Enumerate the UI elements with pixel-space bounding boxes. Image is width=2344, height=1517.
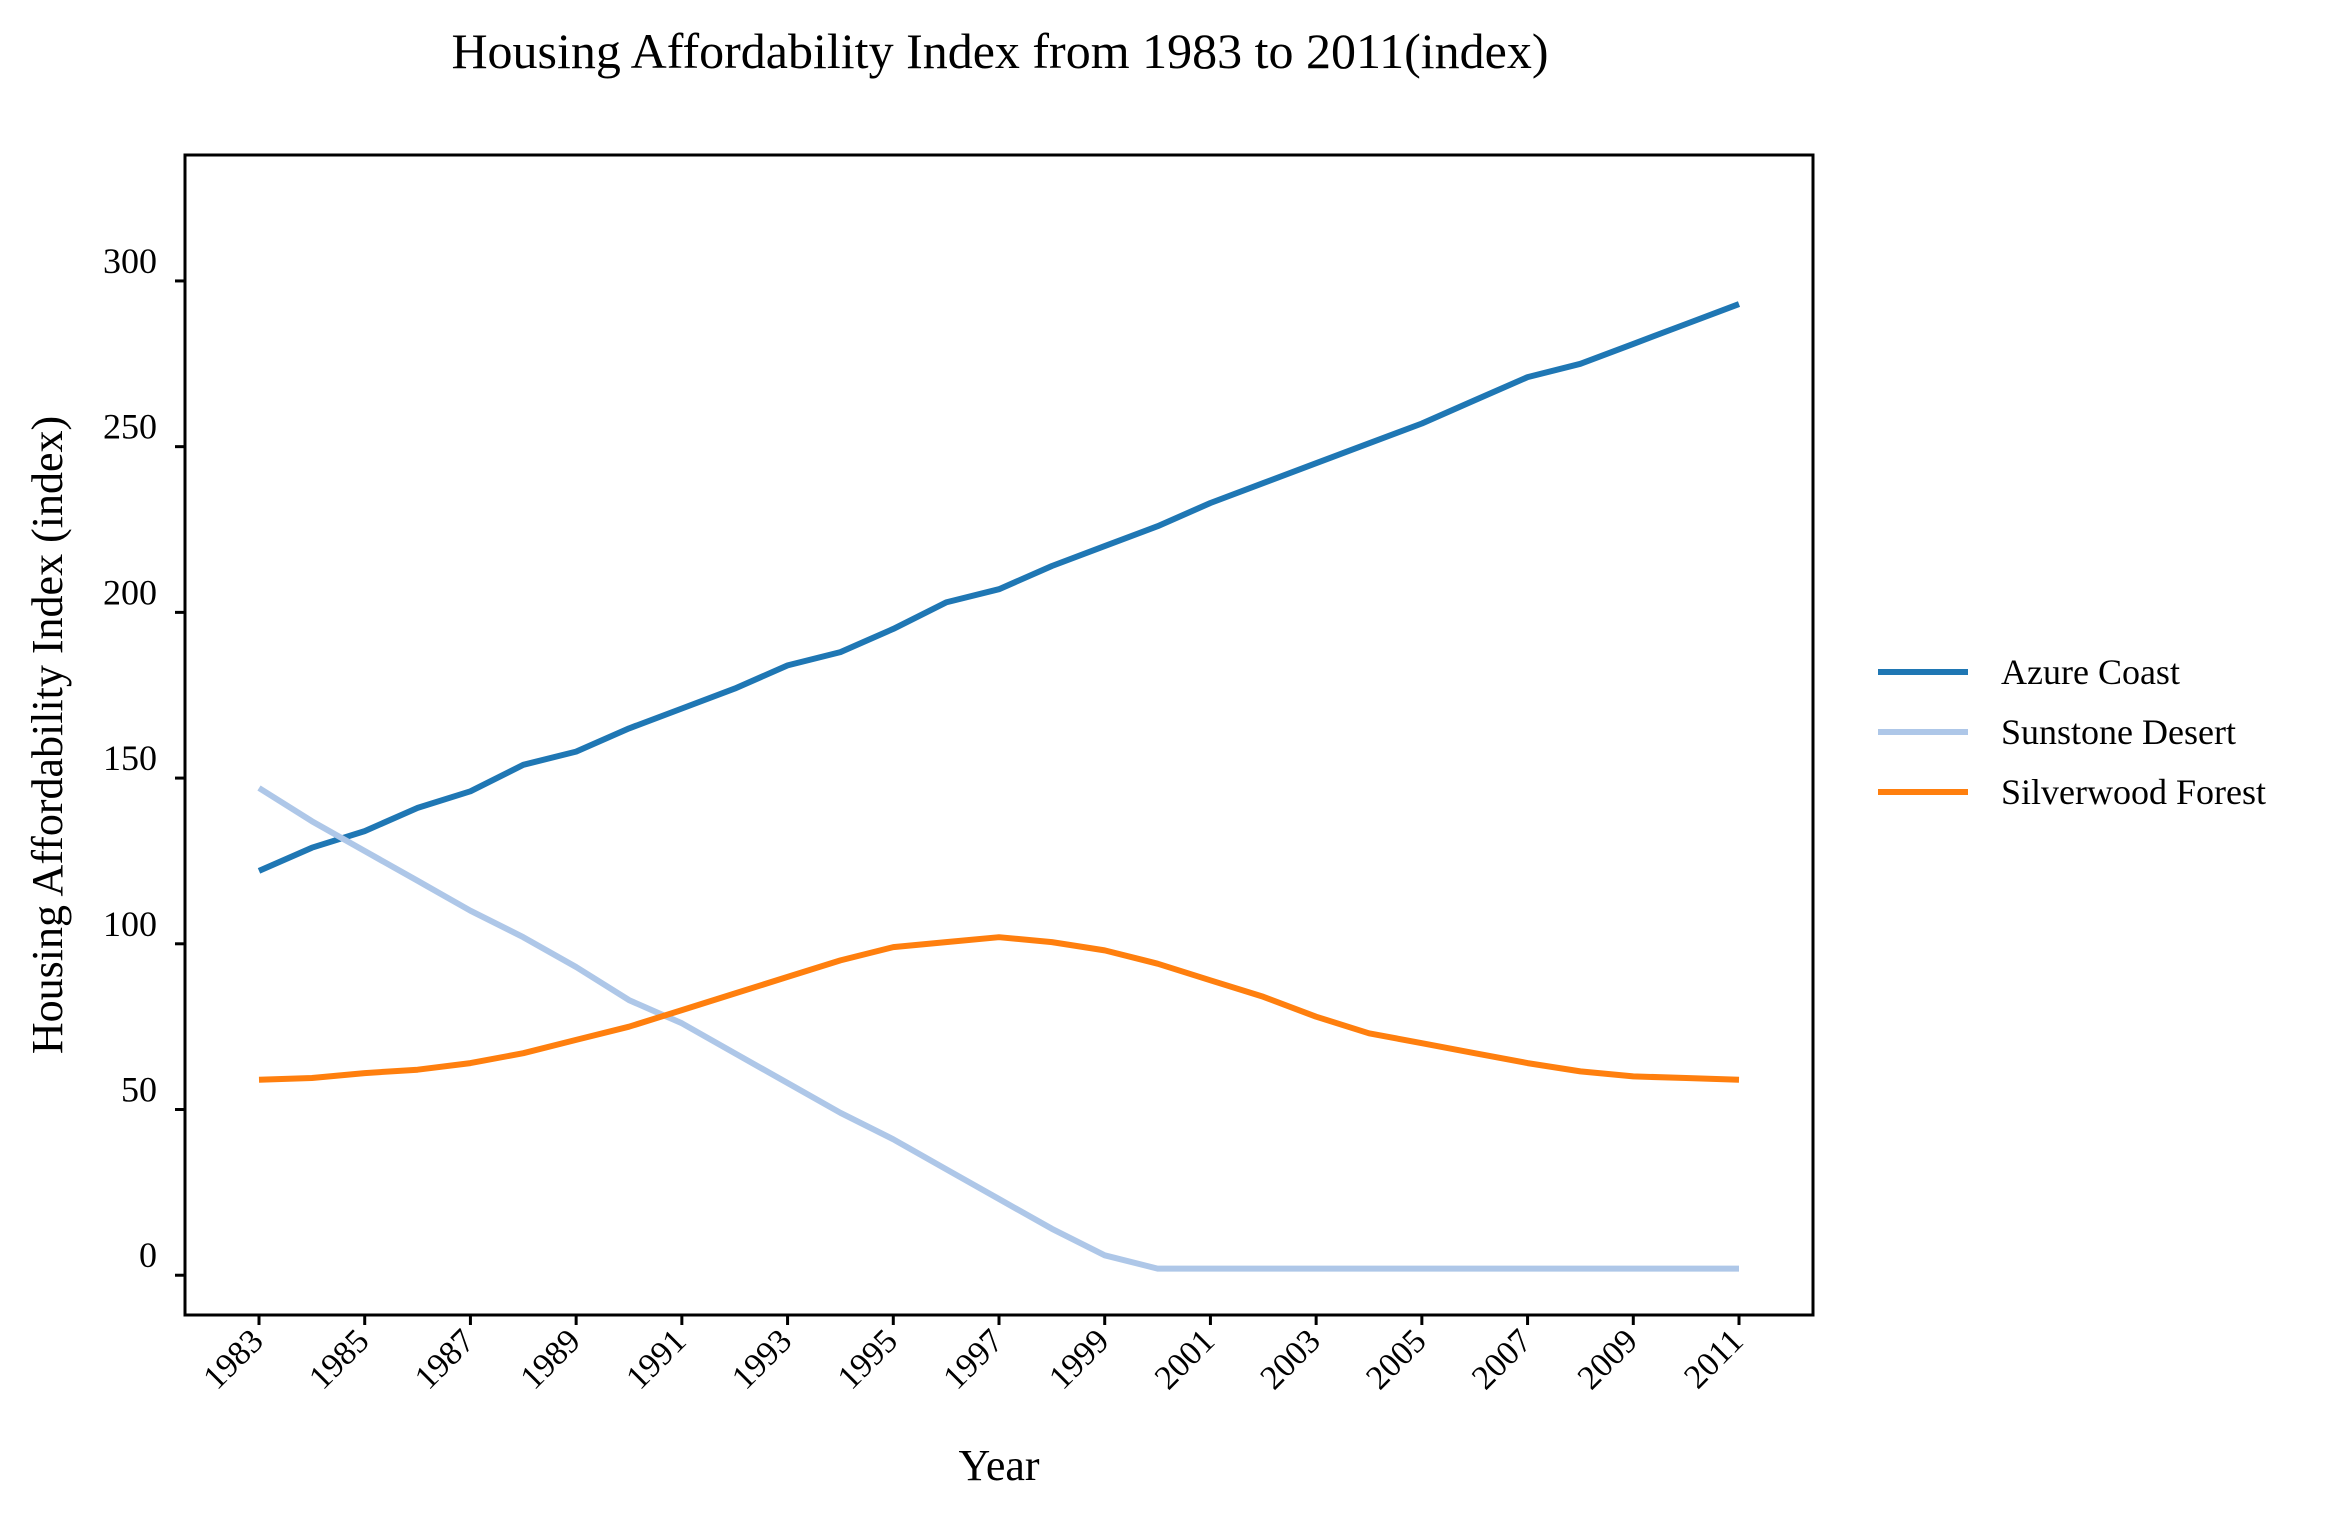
x-tick-label: 1995 xyxy=(831,1322,905,1396)
y-axis: 0 50 100 150 200 250 300 xyxy=(103,241,185,1277)
legend-label: Sunstone Desert xyxy=(2001,712,2236,752)
legend-label: Azure Coast xyxy=(2001,652,2180,692)
x-tick-label: 1991 xyxy=(619,1322,693,1396)
x-tick-label: 2003 xyxy=(1254,1322,1328,1396)
x-tick-label: 2009 xyxy=(1571,1322,1645,1396)
x-tick-label: 1985 xyxy=(302,1322,376,1396)
series-line-sunstone-desert xyxy=(257,785,1739,1272)
x-tick-label: 2007 xyxy=(1465,1322,1539,1396)
x-tick-label: 1987 xyxy=(408,1322,482,1396)
y-tick-label: 100 xyxy=(103,904,157,944)
x-tick-label: 1993 xyxy=(725,1322,799,1396)
x-tick-label: 1983 xyxy=(196,1322,270,1396)
y-tick-label: 0 xyxy=(139,1235,157,1275)
y-tick-label: 250 xyxy=(103,407,157,447)
x-axis-label: Year xyxy=(958,1441,1039,1490)
y-tick-label: 300 xyxy=(103,241,157,281)
y-tick-label: 50 xyxy=(121,1070,157,1110)
series-line-azure-coast xyxy=(257,301,1741,874)
plot-lines xyxy=(257,301,1741,1272)
legend: Azure Coast Sunstone Desert Silverwood For… xyxy=(1878,652,2266,812)
plot-frame xyxy=(183,153,1815,1317)
y-axis-label: Housing Affordability Index (index) xyxy=(23,416,72,1054)
x-tick-label: 2001 xyxy=(1148,1322,1222,1396)
y-tick-label: 150 xyxy=(103,738,157,778)
series-line-silverwood-forest xyxy=(258,934,1740,1083)
x-axis: 1983 1985 1987 1989 1991 1993 1995 1997 1999 2001… xyxy=(196,1315,1751,1397)
x-tick-label: 2005 xyxy=(1359,1322,1433,1396)
y-tick-label: 200 xyxy=(103,572,157,612)
x-tick-label: 1997 xyxy=(936,1322,1010,1396)
legend-label: Silverwood Forest xyxy=(2001,772,2266,812)
x-tick-label: 1989 xyxy=(514,1322,588,1396)
x-tick-label: 2011 xyxy=(1677,1322,1750,1395)
chart-title: Housing Affordability Index from 1983 to… xyxy=(451,23,1548,79)
x-tick-label: 1999 xyxy=(1042,1322,1116,1396)
